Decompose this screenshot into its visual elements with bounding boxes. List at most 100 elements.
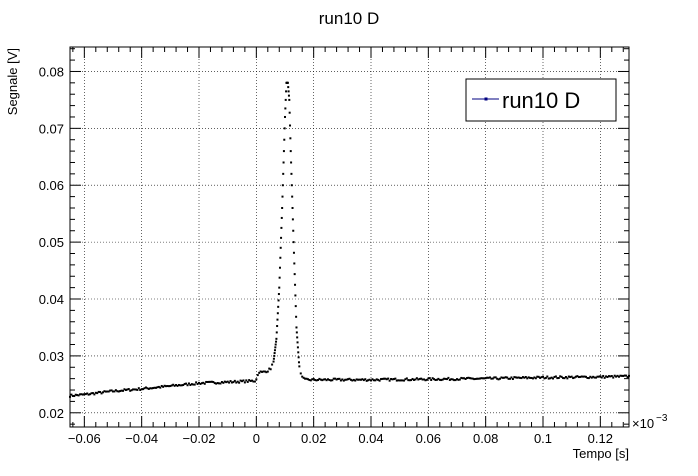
data-point [559, 375, 562, 378]
x-tick-label: 0.12 [588, 431, 613, 446]
data-point [329, 379, 332, 382]
data-point [488, 376, 491, 379]
data-point [408, 379, 411, 382]
data-point [153, 386, 156, 389]
data-point [552, 377, 555, 380]
data-point [189, 384, 192, 387]
data-point [290, 172, 293, 175]
data-point [560, 375, 563, 378]
y-tick-label: 0.03 [39, 349, 64, 364]
data-point [292, 251, 295, 254]
data-point [405, 377, 408, 380]
data-point [595, 376, 598, 379]
data-point [569, 376, 572, 379]
data-point [248, 379, 251, 382]
data-point [420, 377, 423, 380]
data-point [187, 382, 190, 385]
data-point [282, 150, 285, 153]
data-point [348, 377, 351, 380]
data-point [157, 385, 160, 388]
data-point [380, 378, 383, 381]
data-point [137, 387, 140, 390]
y-tick-label: 0.06 [39, 178, 64, 193]
data-point [173, 384, 176, 387]
data-point [206, 380, 209, 383]
data-point [506, 376, 509, 379]
data-point [210, 380, 213, 383]
data-point [222, 381, 225, 384]
data-point [359, 378, 362, 381]
data-point [613, 374, 616, 377]
data-point [365, 379, 368, 382]
data-point [496, 377, 499, 380]
data-point [585, 375, 587, 378]
data-point [328, 378, 331, 381]
data-point [583, 375, 586, 378]
chart-title: run10 D [319, 9, 379, 28]
data-point [97, 390, 100, 393]
data-point [418, 377, 421, 380]
data-point [278, 266, 281, 269]
data-point [294, 294, 297, 297]
data-point [277, 293, 280, 296]
data-point [245, 379, 248, 382]
y-tick-label: 0.05 [39, 235, 64, 250]
data-point [286, 81, 289, 84]
data-point [263, 370, 266, 373]
data-point [391, 378, 394, 381]
data-point [163, 384, 166, 387]
data-point [96, 392, 99, 395]
x-tick-label: 0.06 [416, 431, 441, 446]
data-point [71, 394, 74, 397]
data-point [371, 378, 374, 381]
data-point [596, 375, 599, 378]
data-point [294, 305, 297, 308]
data-point [249, 379, 252, 382]
data-point [293, 262, 296, 265]
data-point [150, 387, 153, 390]
data-point [216, 382, 219, 385]
data-point [304, 377, 307, 380]
data-point [241, 380, 243, 383]
data-point [589, 375, 592, 378]
data-point [297, 351, 300, 354]
data-point [309, 379, 312, 382]
data-point [282, 161, 285, 164]
data-point [415, 377, 418, 380]
data-point [484, 377, 487, 380]
data-point [225, 381, 228, 384]
data-point [278, 276, 281, 279]
data-point [593, 376, 596, 379]
data-point [456, 378, 458, 381]
data-point [132, 388, 135, 391]
data-point [295, 326, 298, 329]
data-point [464, 377, 467, 380]
data-point [443, 377, 446, 380]
data-point [603, 376, 606, 379]
data-point [182, 384, 185, 387]
legend: run10 D [465, 78, 617, 122]
data-point [166, 385, 169, 388]
data-point [438, 378, 441, 381]
data-point [592, 375, 595, 378]
data-point [468, 377, 471, 380]
data-point [344, 378, 347, 381]
data-point [212, 381, 215, 384]
data-point [457, 378, 460, 381]
data-point [576, 375, 579, 378]
data-point [401, 379, 404, 382]
data-point [315, 379, 318, 382]
data-point [258, 371, 261, 374]
x-tick-label: 0.04 [358, 431, 383, 446]
data-point [556, 377, 559, 380]
data-point [451, 378, 454, 381]
data-point [167, 385, 170, 388]
data-point [334, 377, 337, 380]
data-point [490, 377, 493, 380]
data-point [562, 377, 565, 380]
data-point [499, 377, 501, 380]
data-point [302, 376, 305, 379]
data-point [261, 370, 264, 373]
data-point [616, 374, 619, 377]
data-point [99, 390, 102, 393]
